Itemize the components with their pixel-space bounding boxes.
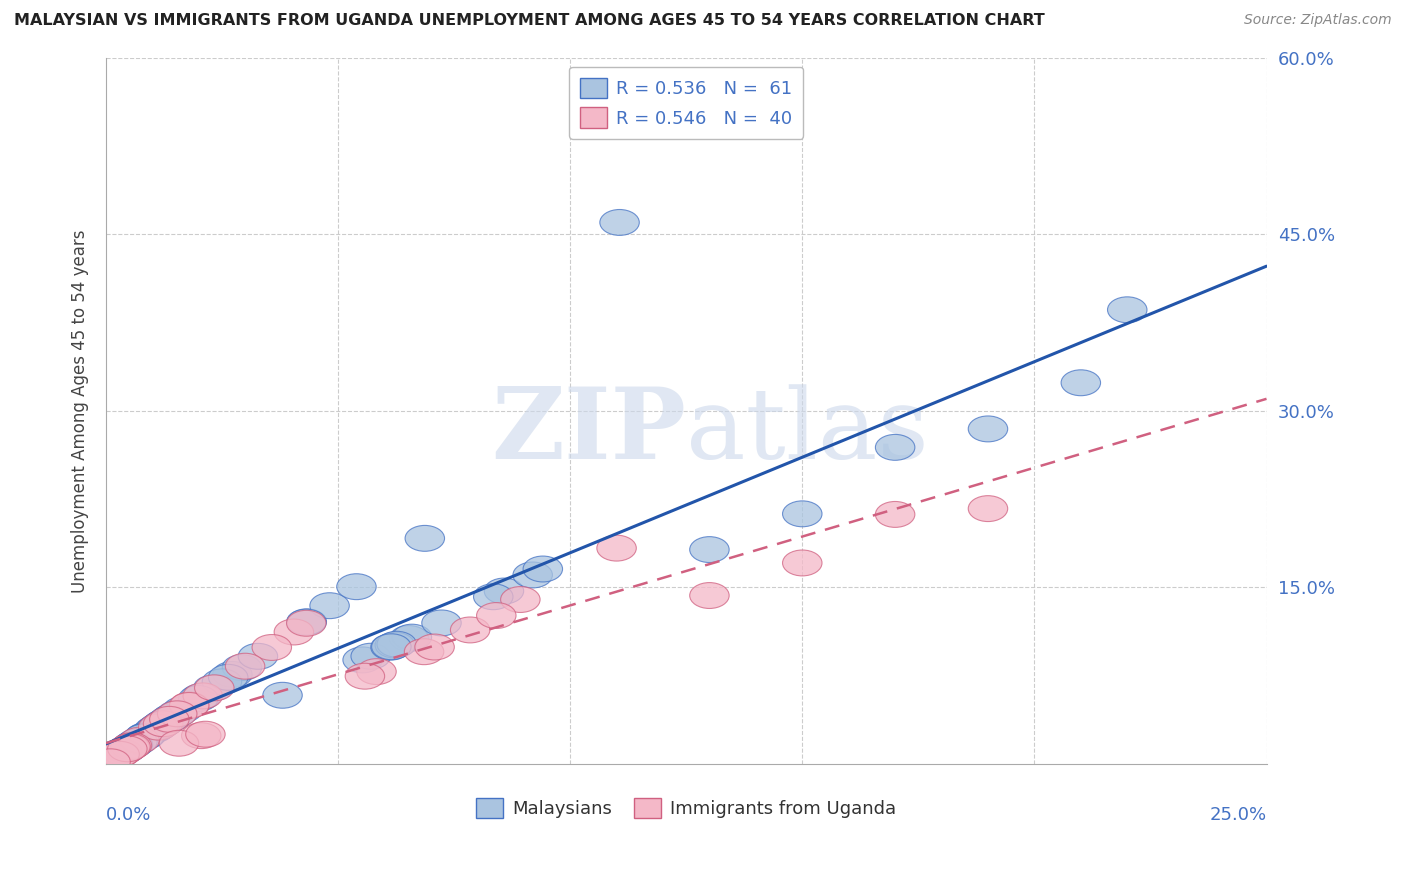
Y-axis label: Unemployment Among Ages 45 to 54 years: Unemployment Among Ages 45 to 54 years [72,229,89,592]
Legend: Malaysians, Immigrants from Uganda: Malaysians, Immigrants from Uganda [470,791,904,825]
Text: atlas: atlas [686,384,929,480]
Text: 0.0%: 0.0% [105,806,152,824]
Text: ZIP: ZIP [491,384,686,481]
Text: 25.0%: 25.0% [1209,806,1267,824]
Text: Source: ZipAtlas.com: Source: ZipAtlas.com [1244,13,1392,28]
Text: MALAYSIAN VS IMMIGRANTS FROM UGANDA UNEMPLOYMENT AMONG AGES 45 TO 54 YEARS CORRE: MALAYSIAN VS IMMIGRANTS FROM UGANDA UNEM… [14,13,1045,29]
